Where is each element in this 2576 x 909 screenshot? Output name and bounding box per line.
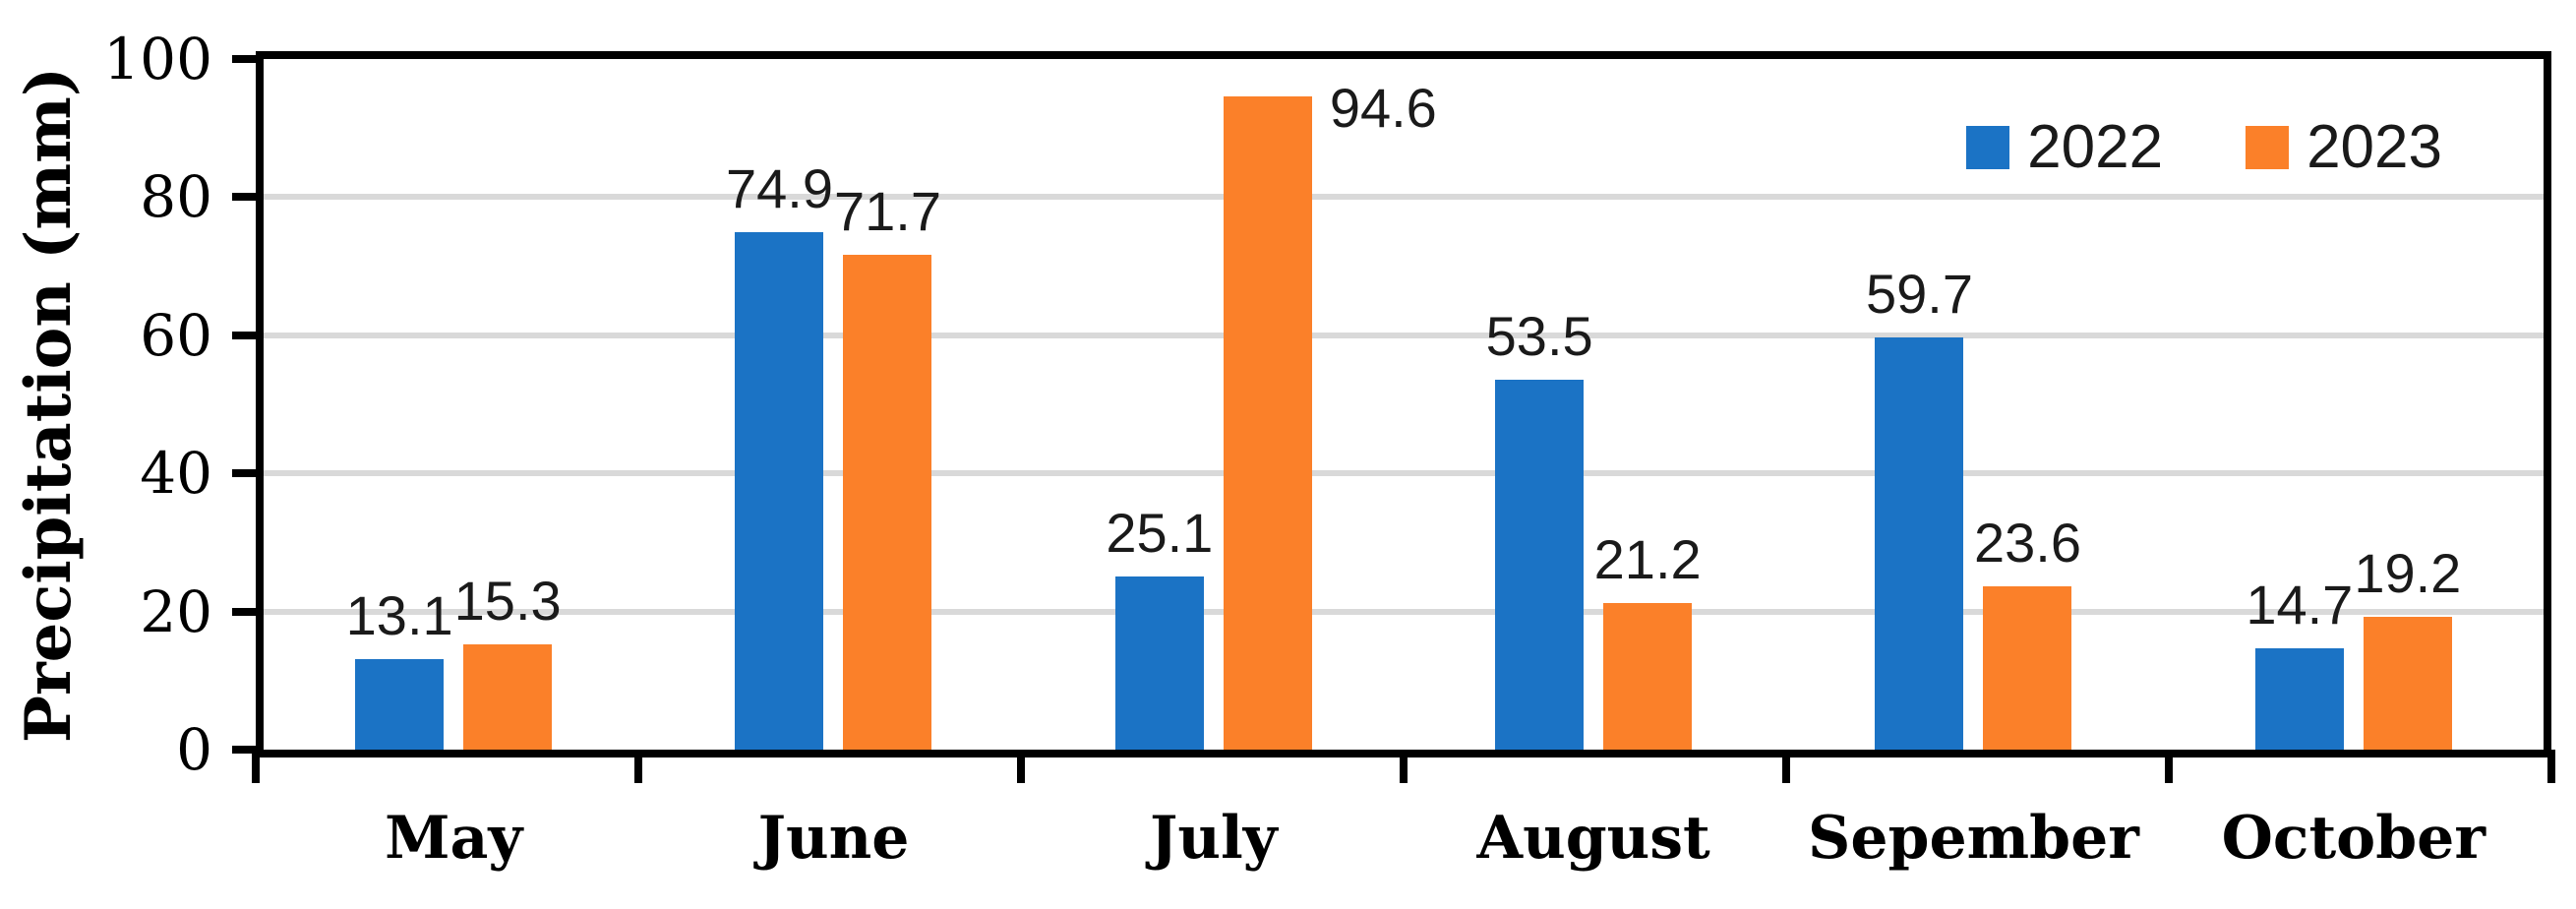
x-label-sepember: Sepember [1808, 804, 2139, 873]
data-label-2023-july: 94.6 [1329, 77, 1437, 139]
data-label-2023-may: 15.3 [453, 570, 562, 632]
y-tick-100 [232, 55, 258, 63]
gridline-20 [264, 608, 2544, 615]
plot-area: 13.1 15.3 74.9 71.7 25.1 94.6 53.5 21.2 59.7 23.6… [256, 51, 2551, 758]
x-label-october: October [2221, 804, 2486, 873]
x-label-august: August [1476, 804, 1710, 873]
legend-swatch-2023 [2246, 126, 2290, 169]
bar-2022-sepember: 59.7 [1866, 267, 1973, 750]
category-group-june: 74.9 71.7 [643, 59, 1023, 750]
category-group-sepember: 59.7 23.6 [1783, 59, 2163, 750]
category-group-july: 25.1 94.6 [1024, 59, 1437, 750]
data-label-2022-june: 74.9 [725, 157, 833, 219]
data-label-2022-august: 53.5 [1485, 305, 1593, 367]
y-tick-label-80: 80 [140, 163, 212, 231]
y-tick-label-20: 20 [140, 577, 212, 645]
data-label-2022-july: 25.1 [1106, 502, 1214, 564]
gridline-80 [264, 194, 2544, 201]
y-tick-label-100: 100 [103, 26, 212, 92]
bar-2023-june: 71.7 [834, 184, 941, 750]
x-label-july: July [1149, 804, 1278, 873]
legend-label-2023: 2023 [2306, 113, 2442, 181]
category-group-october: 14.7 19.2 [2164, 59, 2544, 750]
bar-2022-june: 74.9 [726, 161, 833, 750]
bar-2023-may: 15.3 [454, 574, 562, 750]
x-tick-0 [252, 750, 260, 783]
x-tick-4 [1782, 750, 1790, 783]
y-tick-0 [232, 746, 258, 754]
bar-2023-october: 19.2 [2354, 546, 2461, 750]
x-axis-labels: May June July August Sepember October [264, 779, 2544, 897]
y-tick-80 [232, 193, 258, 202]
y-tick-40 [232, 469, 258, 478]
y-tick-label-0: 0 [176, 716, 212, 783]
x-tick-2 [1017, 750, 1025, 783]
x-label-may: May [385, 804, 523, 873]
data-label-2022-may: 13.1 [345, 584, 453, 646]
bar-2022-may: 13.1 [346, 588, 453, 750]
legend-label-2022: 2022 [2027, 113, 2164, 181]
legend-swatch-2022 [1966, 126, 2010, 169]
data-label-2023-october: 19.2 [2354, 542, 2462, 604]
gridline-60 [264, 332, 2544, 338]
x-tick-1 [634, 750, 642, 783]
x-label-june: June [757, 804, 910, 873]
data-label-2023-sepember: 23.6 [1973, 512, 2081, 574]
bar-2023-july: 94.6 [1223, 81, 1437, 750]
data-label-2023-june: 71.7 [833, 180, 941, 242]
y-tick-label-60: 60 [140, 301, 212, 369]
legend-item-2022: 2022 [1966, 117, 2163, 178]
legend: 2022 2023 [1966, 114, 2442, 181]
category-group-may: 13.1 15.3 [264, 59, 643, 750]
bar-2022-july: 25.1 [1106, 506, 1213, 750]
data-label-2023-august: 21.2 [1593, 528, 1702, 590]
y-tick-20 [232, 607, 258, 616]
x-tick-5 [2165, 750, 2173, 783]
x-tick-6 [2547, 750, 2555, 783]
bar-2022-august: 53.5 [1486, 309, 1593, 750]
category-group-august: 53.5 21.2 [1404, 59, 1783, 750]
bar-2023-sepember: 23.6 [1974, 515, 2081, 750]
y-tick-60 [232, 331, 258, 339]
data-label-2022-october: 14.7 [2246, 574, 2354, 636]
y-tick-label-40: 40 [140, 440, 212, 508]
data-label-2022-sepember: 59.7 [1865, 263, 1973, 325]
gridline-40 [264, 470, 2544, 477]
legend-item-2023: 2023 [2246, 117, 2442, 178]
x-tick-3 [1400, 750, 1408, 783]
bar-2022-october: 14.7 [2246, 577, 2353, 750]
bar-2023-august: 21.2 [1594, 532, 1702, 750]
